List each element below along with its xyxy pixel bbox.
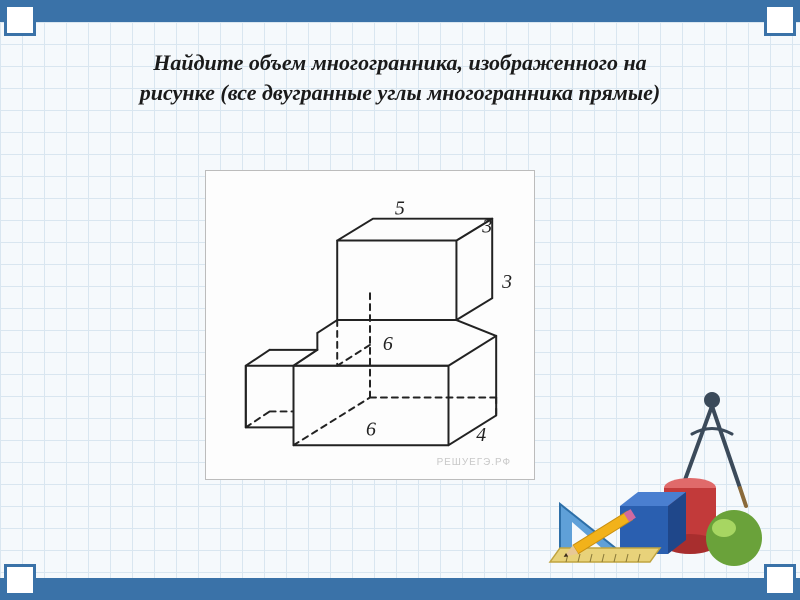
figure-watermark: РЕШУЕГЭ.РФ [437, 457, 512, 468]
corner-decor-br [764, 564, 796, 596]
polyhedron-figure: 5 3 3 6 6 4 РЕШУЕГЭ.РФ [205, 170, 535, 480]
title-line-2: рисунке (все двугранные углы многогранни… [140, 80, 660, 105]
dim-top-width: 3 [481, 216, 492, 238]
dim-bottom-depth: 6 [366, 418, 376, 440]
dim-bottom-width: 4 [476, 424, 486, 446]
slide-title: Найдите объем многогранника, изображенно… [50, 48, 750, 107]
sphere-icon [706, 510, 762, 566]
title-line-1: Найдите объем многогранника, изображенно… [153, 50, 646, 75]
corner-decor-tr [764, 4, 796, 36]
corner-decor-bl [4, 564, 36, 596]
dim-mid-height: 6 [383, 333, 393, 355]
dim-top-depth: 5 [395, 198, 405, 220]
corner-decor-tl [4, 4, 36, 36]
slide-background: Найдите объем многогранника, изображенно… [0, 0, 800, 600]
cube-icon [620, 492, 686, 554]
dim-top-height: 3 [501, 271, 512, 293]
decor-shapes [542, 388, 782, 568]
